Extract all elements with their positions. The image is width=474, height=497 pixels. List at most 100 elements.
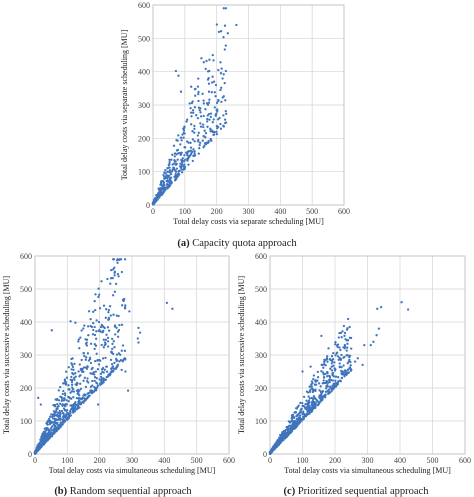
scatter-point xyxy=(105,365,109,368)
scatter-point xyxy=(320,395,323,398)
scatter-point xyxy=(180,139,183,142)
scatter-point xyxy=(113,361,116,365)
x-axis-label: Total delay costs via simultaneous sched… xyxy=(49,466,216,475)
scatter-point xyxy=(181,163,184,166)
scatter-point xyxy=(98,378,101,381)
scatter-point xyxy=(64,413,67,416)
scatter-point xyxy=(71,410,75,413)
gridlines xyxy=(152,4,345,206)
scatter-point xyxy=(166,183,170,186)
scatter-point xyxy=(340,369,343,373)
scatter-point xyxy=(95,330,98,333)
scatter-point xyxy=(86,396,90,399)
scatter-point xyxy=(72,368,75,371)
scatter-point xyxy=(193,140,196,143)
scatter-point xyxy=(211,75,214,78)
scatter-point xyxy=(186,150,190,153)
scatter-point xyxy=(111,347,114,351)
scatter-point xyxy=(222,36,225,39)
scatter-point xyxy=(176,158,179,161)
scatter-point xyxy=(117,328,121,332)
scatter-point xyxy=(52,428,55,431)
scatter-point xyxy=(192,111,195,114)
scatter-point xyxy=(212,59,215,62)
scatter-point xyxy=(161,180,165,183)
scatter-point xyxy=(41,432,44,435)
scatter-point xyxy=(109,282,112,285)
scatter-point xyxy=(316,379,319,382)
scatter-point xyxy=(57,411,60,415)
scatter-point xyxy=(120,349,123,352)
scatter-point xyxy=(166,167,169,170)
scatter-point xyxy=(83,324,86,327)
scatter-point xyxy=(191,138,195,141)
scatter-point xyxy=(177,134,180,137)
scatter-point xyxy=(77,370,80,373)
scatter-point xyxy=(106,375,110,378)
scatter-point xyxy=(136,337,139,340)
scatter-point xyxy=(333,382,336,385)
scatter-point xyxy=(97,295,100,299)
scatter-point xyxy=(80,329,83,332)
scatter-point xyxy=(86,352,90,355)
scatter-point xyxy=(109,358,113,362)
scatter-point xyxy=(215,132,219,136)
scatter-point xyxy=(321,382,324,385)
scatter-point xyxy=(332,351,335,355)
scatter-point xyxy=(100,343,103,347)
scatter-point xyxy=(295,415,298,418)
scatter-point xyxy=(284,435,287,438)
scatter-point xyxy=(58,409,61,413)
scatter-point xyxy=(35,446,39,449)
scatter-point xyxy=(334,368,337,371)
scatter-point xyxy=(57,424,60,427)
scatter-point xyxy=(98,293,101,296)
scatter-point xyxy=(107,311,110,314)
scatter-point xyxy=(310,401,313,404)
scatter-point xyxy=(85,344,89,347)
scatter-point xyxy=(400,301,403,304)
scatter-point xyxy=(158,191,161,194)
scatter-point xyxy=(94,337,98,340)
y-tick-label: 400 xyxy=(20,318,32,327)
scatter-point xyxy=(64,381,68,385)
scatter-point xyxy=(89,372,92,375)
scatter-point xyxy=(104,356,107,360)
x-tick-label: 200 xyxy=(211,207,223,216)
scatter-point xyxy=(156,197,159,200)
scatter-point xyxy=(197,131,200,134)
scatter-point xyxy=(104,378,108,381)
scatter-point xyxy=(58,418,62,421)
scatter-point xyxy=(175,139,178,142)
scatter-point xyxy=(308,385,311,388)
scatter-point xyxy=(318,389,321,392)
scatter-point xyxy=(55,408,58,411)
scatter-point xyxy=(214,95,217,98)
scatter-point xyxy=(309,406,312,409)
scatter-point xyxy=(197,90,200,94)
scatter-point xyxy=(339,348,342,352)
y-tick-label: 100 xyxy=(255,417,267,426)
y-axis-label: Total delay costs via successive schedul… xyxy=(237,276,246,434)
scatter-point xyxy=(81,367,84,370)
scatter-point xyxy=(213,106,216,109)
scatter-point xyxy=(334,385,338,388)
y-tick-label: 100 xyxy=(20,417,32,426)
scatter-point xyxy=(59,385,62,389)
scatter-point xyxy=(187,163,190,166)
scatter-point xyxy=(114,282,118,286)
scatter-point xyxy=(170,158,173,161)
scatter-point xyxy=(190,123,193,126)
scatter-point xyxy=(64,394,67,397)
scatter-point xyxy=(176,148,180,152)
scatter-point xyxy=(349,364,352,367)
scatter-point xyxy=(223,118,227,121)
x-tick-label: 400 xyxy=(274,207,286,216)
scatter-point xyxy=(274,446,278,449)
scatter-point xyxy=(89,317,92,321)
scatter-point xyxy=(185,120,188,123)
scatter-point xyxy=(323,360,326,364)
scatter-point xyxy=(202,102,205,105)
scatter-point xyxy=(93,299,96,303)
scatter-point xyxy=(330,390,333,393)
